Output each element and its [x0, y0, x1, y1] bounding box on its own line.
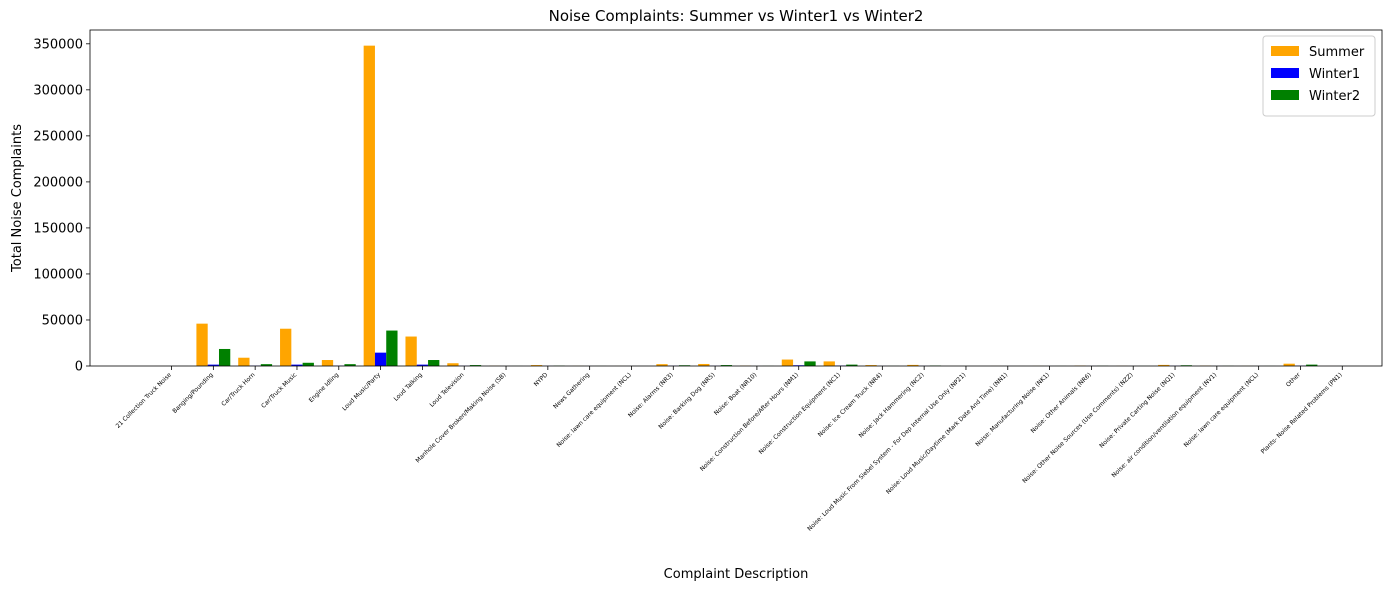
bar-summer-18: [907, 364, 919, 366]
y-tick-label: 200000: [33, 175, 83, 190]
bar-winter2-13: [720, 365, 733, 366]
chart-title: Noise Complaints: Summer vs Winter1 vs W…: [549, 7, 924, 25]
y-axis-ticks: 0 50000 100000 150000 200000 250000 300000 3500…: [33, 37, 90, 375]
y-tick-label: 0: [75, 360, 83, 375]
bar-summer-9: [530, 365, 543, 366]
bar-summer-6: [405, 336, 417, 366]
legend: Summer Winter1 Winter2: [1262, 35, 1376, 117]
bar-winter1-5: [374, 352, 387, 366]
bar-winter2-27: [1306, 364, 1318, 366]
bar-summer-7: [447, 363, 459, 366]
bar-winter2-2: [260, 364, 273, 366]
legend-label-winter1: Winter1: [1309, 67, 1360, 82]
y-tick-label: 150000: [33, 221, 83, 236]
bar-winter1-6: [416, 364, 429, 366]
bar-summer-4: [321, 360, 334, 366]
bar-summer-27: [1283, 363, 1295, 366]
bar-winter2-3: [302, 362, 314, 366]
legend-swatch-summer: [1271, 46, 1299, 56]
y-tick-label: 250000: [33, 129, 83, 144]
bar-winter2-7: [469, 365, 482, 366]
bars-layer: [154, 45, 1360, 367]
bar-summer-12: [656, 364, 668, 366]
y-tick-label: 350000: [33, 37, 83, 52]
y-tick-label: 300000: [33, 83, 83, 98]
x-axis-title: Complaint Description: [664, 567, 809, 582]
bar-winter1-1: [207, 364, 219, 366]
bar-summer-5: [363, 45, 375, 367]
y-axis-title: Total Noise Complaints: [10, 124, 25, 273]
legend-label-summer: Summer: [1309, 45, 1365, 60]
bar-summer-24: [1158, 364, 1170, 366]
bar-winter2-16: [846, 364, 858, 366]
bar-winter2-4: [344, 364, 356, 366]
bar-summer-2: [238, 357, 250, 366]
bar-summer-13: [698, 363, 710, 366]
bar-summer-1: [196, 323, 208, 366]
legend-label-winter2: Winter2: [1309, 89, 1360, 104]
plot-frame: [89, 29, 1383, 367]
y-tick-label: 100000: [33, 267, 83, 282]
legend-swatch-winter2: [1271, 90, 1299, 100]
bar-summer-17: [865, 365, 877, 366]
bar-winter2-6: [428, 360, 440, 366]
bar-winter2-1: [218, 348, 231, 366]
bar-summer-16: [823, 361, 835, 366]
legend-items: Summer Winter1 Winter2: [1271, 45, 1365, 104]
legend-swatch-winter1: [1271, 68, 1299, 78]
bar-winter2-15: [804, 361, 816, 366]
bar-winter2-5: [386, 330, 398, 366]
bar-winter1-3: [291, 364, 303, 366]
y-tick-label: 50000: [42, 313, 83, 328]
bar-summer-3: [280, 328, 292, 366]
bar-summer-15: [781, 359, 794, 366]
